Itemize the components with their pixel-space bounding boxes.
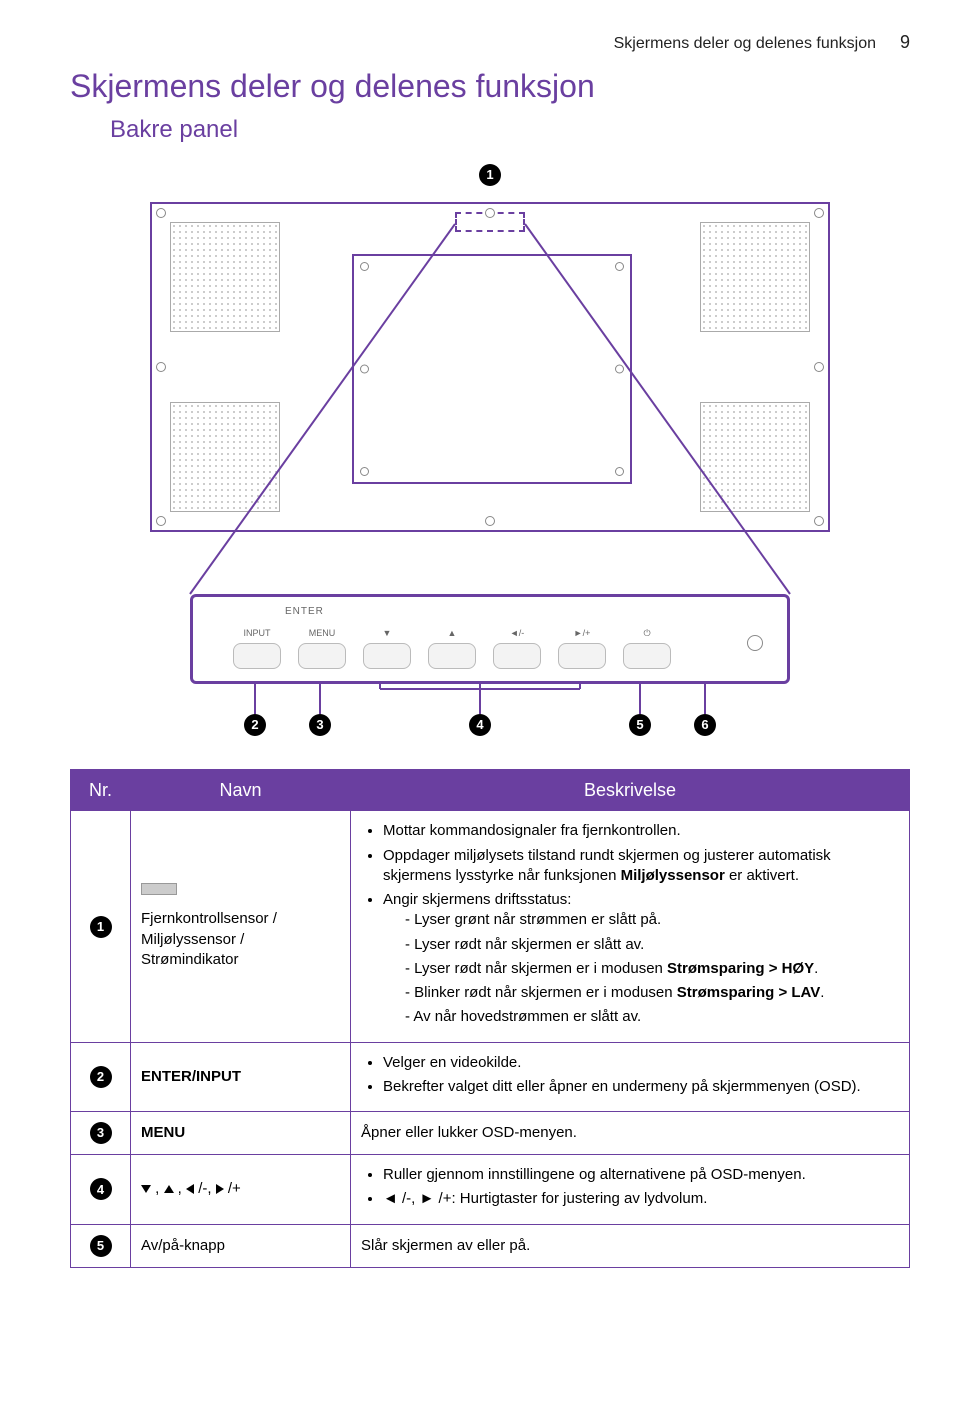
- header-section-title: Skjermens deler og delenes funksjon: [614, 33, 876, 55]
- up-button: [428, 643, 476, 669]
- row-number-cell: 2: [71, 1042, 131, 1112]
- table-row: 4 , , /-, /+ Ruller gjennom innstillingen…: [71, 1155, 910, 1225]
- callout-5-bubble: 5: [629, 714, 651, 736]
- row-name-cell: , , /-, /+: [131, 1155, 351, 1225]
- sensor-pill-icon: [141, 883, 177, 895]
- rear-panel-outline: [150, 202, 830, 532]
- col-header-besk: Beskrivelse: [351, 770, 910, 811]
- row-name-cell: Av/på-knapp: [131, 1224, 351, 1267]
- page-number: 9: [900, 30, 910, 54]
- control-button-bar: ENTER INPUT MENU ▼ ▲ ◄/- ►/+ ⏻: [190, 594, 790, 684]
- row-name-text: MENU: [141, 1124, 185, 1141]
- input-button-label: INPUT: [233, 627, 281, 639]
- desc-sub-bullet: Blinker rødt når skjermen er i modusen S…: [405, 983, 899, 1003]
- row-name-text: ENTER/INPUT: [141, 1068, 241, 1085]
- down-button-label: ▼: [363, 627, 411, 639]
- row-number-bubble: 3: [90, 1122, 112, 1144]
- row-desc-cell: Velger en videokilde. Bekrefter valget di…: [351, 1042, 910, 1112]
- menu-button: [298, 643, 346, 669]
- desc-bullet: Oppdager miljølysets tilstand rundt skje…: [383, 846, 899, 887]
- left-minus-button: [493, 643, 541, 669]
- callout-1-bubble: 1: [479, 164, 501, 186]
- desc-bullet: Bekrefter valget ditt eller åpner en und…: [383, 1077, 899, 1097]
- desc-bullet: ◄ /-, ► /+: Hurtigtaster for justering a…: [383, 1189, 899, 1209]
- desc-bullet: Angir skjermens driftsstatus:Lyser grønt…: [383, 890, 899, 1028]
- power-button-label: ⏻: [623, 627, 671, 639]
- desc-bullet: Velger en videokilde.: [383, 1053, 899, 1073]
- row-number-cell: 3: [71, 1112, 131, 1155]
- desc-bullet: Ruller gjennom innstillingene og alterna…: [383, 1165, 899, 1185]
- desc-sub-bullet: Lyser rødt når skjermen er slått av.: [405, 935, 899, 955]
- page-subtitle: Bakre panel: [110, 114, 910, 146]
- row-desc-cell: Mottar kommandosignaler fra fjernkontrol…: [351, 811, 910, 1042]
- callout-2-bubble: 2: [244, 714, 266, 736]
- row-name-cell: ENTER/INPUT: [131, 1042, 351, 1112]
- table-row: 2 ENTER/INPUT Velger en videokilde. Bekreft…: [71, 1042, 910, 1112]
- row-name-cell: Fjernkontrollsensor / Miljølyssensor / S…: [131, 811, 351, 1042]
- row-number-cell: 4: [71, 1155, 131, 1225]
- up-button-label: ▲: [428, 627, 476, 639]
- down-button: [363, 643, 411, 669]
- row-number-bubble: 1: [90, 916, 112, 938]
- row-desc-cell: Slår skjermen av eller på.: [351, 1224, 910, 1267]
- col-header-nr: Nr.: [71, 770, 131, 811]
- vesa-plate: [352, 254, 632, 484]
- rear-panel-diagram: 1 EN: [110, 164, 870, 744]
- row-name-text: Fjernkontrollsensor / Miljølyssensor / S…: [141, 910, 277, 968]
- left-minus-label: ◄/-: [493, 627, 541, 639]
- callout-6-bubble: 6: [694, 714, 716, 736]
- ir-window-icon: [747, 635, 763, 651]
- parts-description-table: Nr. Navn Beskrivelse 1 Fjernkontrollsenso…: [70, 769, 910, 1268]
- table-row: 5 Av/på-knapp Slår skjermen av eller på.: [71, 1224, 910, 1267]
- enter-text-label: ENTER: [285, 605, 324, 619]
- row-desc-cell: Åpner eller lukker OSD-menyen.: [351, 1112, 910, 1155]
- row-desc-cell: Ruller gjennom innstillingene og alterna…: [351, 1155, 910, 1225]
- desc-sub-bullet: Av når hovedstrømmen er slått av.: [405, 1007, 899, 1027]
- row-name-cell: MENU: [131, 1112, 351, 1155]
- row-number-bubble: 2: [90, 1066, 112, 1088]
- right-plus-button: [558, 643, 606, 669]
- desc-sub-bullet: Lyser grønt når strømmen er slått på.: [405, 910, 899, 930]
- desc-sub-bullet: Lyser rødt når skjermen er i modusen Str…: [405, 959, 899, 979]
- callout-4-bubble: 4: [469, 714, 491, 736]
- callout-3-bubble: 3: [309, 714, 331, 736]
- col-header-navn: Navn: [131, 770, 351, 811]
- input-button: [233, 643, 281, 669]
- row-name-text: Av/på-knapp: [141, 1237, 225, 1254]
- page-title: Skjermens deler og delenes funksjon: [70, 65, 910, 108]
- row-number-bubble: 4: [90, 1178, 112, 1200]
- row-number-bubble: 5: [90, 1235, 112, 1257]
- right-plus-label: ►/+: [558, 627, 606, 639]
- table-row: 1 Fjernkontrollsensor / Miljølyssensor / …: [71, 811, 910, 1042]
- menu-button-label: MENU: [298, 627, 346, 639]
- row-number-cell: 1: [71, 811, 131, 1042]
- table-row: 3 MENU Åpner eller lukker OSD-menyen.: [71, 1112, 910, 1155]
- power-button: [623, 643, 671, 669]
- desc-bullet: Mottar kommandosignaler fra fjernkontrol…: [383, 821, 899, 841]
- row-number-cell: 5: [71, 1224, 131, 1267]
